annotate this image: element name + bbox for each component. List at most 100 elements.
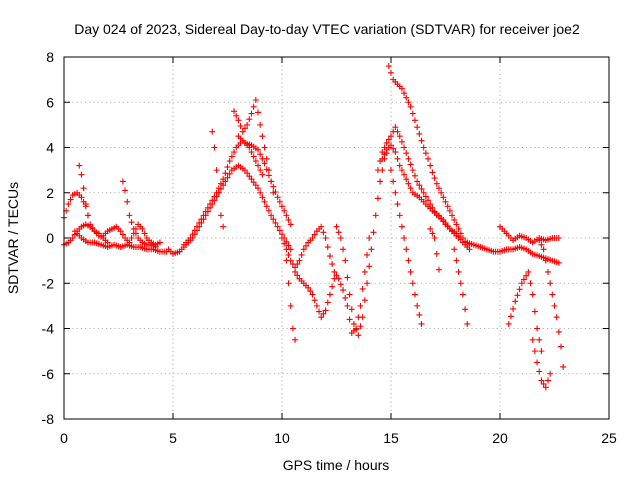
data-point	[431, 235, 438, 241]
data-point	[80, 185, 87, 192]
data-point	[272, 188, 279, 195]
data-point	[455, 225, 462, 232]
data-point	[435, 266, 442, 273]
data-point	[128, 235, 135, 241]
data-point	[344, 274, 351, 281]
data-point	[268, 178, 275, 185]
data-point	[446, 207, 453, 214]
data-point	[344, 302, 351, 309]
x-tick-label: 5	[169, 430, 177, 446]
data-point	[257, 121, 264, 128]
data-point	[520, 276, 527, 283]
data-point	[542, 257, 549, 264]
data-point	[357, 302, 364, 309]
data-point	[353, 326, 360, 333]
data-point	[398, 85, 405, 92]
data-point	[207, 201, 214, 208]
data-point	[322, 235, 329, 241]
data-point	[396, 162, 403, 169]
data-point	[435, 185, 442, 192]
series-arc-21	[451, 246, 471, 327]
data-point	[459, 291, 466, 298]
data-point	[429, 169, 436, 176]
data-point	[285, 242, 292, 249]
data-point	[396, 212, 403, 219]
data-point	[261, 160, 268, 167]
data-point	[372, 212, 379, 219]
data-point	[553, 314, 560, 321]
data-point	[233, 112, 240, 119]
data-point	[311, 231, 318, 238]
data-point	[213, 167, 220, 174]
data-point	[438, 189, 445, 196]
data-point	[217, 212, 224, 219]
data-point	[333, 223, 340, 230]
data-point	[361, 297, 368, 304]
data-point	[220, 223, 227, 230]
data-point	[270, 216, 277, 223]
data-point	[285, 216, 292, 223]
series-arc-15	[333, 144, 392, 339]
data-point	[322, 307, 329, 314]
data-point	[364, 280, 371, 287]
data-point	[279, 203, 285, 210]
data-point	[394, 155, 401, 162]
data-point	[270, 183, 277, 190]
data-point	[226, 170, 233, 177]
data-point	[420, 189, 427, 196]
data-point	[257, 151, 264, 158]
data-point	[388, 142, 394, 149]
data-point	[331, 275, 338, 282]
data-point	[414, 302, 421, 309]
data-point	[442, 198, 449, 205]
data-point	[82, 201, 89, 208]
data-point	[466, 246, 473, 253]
data-point	[544, 268, 551, 275]
data-point	[296, 257, 303, 264]
data-point	[425, 155, 432, 162]
data-point	[287, 302, 294, 309]
data-point	[381, 151, 388, 158]
data-point	[431, 175, 438, 182]
data-point	[292, 336, 299, 343]
data-point	[401, 90, 408, 97]
x-tick-label: 25	[601, 430, 617, 446]
series-arc-19	[388, 167, 425, 327]
data-point	[409, 110, 416, 117]
data-point	[324, 299, 331, 306]
data-point	[331, 268, 338, 275]
data-point	[379, 155, 386, 162]
data-point	[346, 316, 353, 323]
data-point	[414, 178, 421, 185]
y-tick-label: 4	[46, 140, 54, 156]
data-point	[250, 103, 257, 110]
data-point	[398, 138, 405, 145]
data-point	[156, 239, 163, 246]
data-point	[394, 128, 401, 135]
data-point	[248, 149, 255, 156]
data-point	[453, 221, 460, 228]
data-point	[516, 286, 523, 293]
data-point	[440, 194, 447, 201]
data-point	[440, 218, 447, 225]
data-point	[224, 174, 231, 181]
data-point	[558, 343, 565, 350]
y-tick-label: 8	[46, 49, 54, 65]
data-point	[398, 167, 405, 174]
y-axis-label: SDTVAR / TECUs	[5, 182, 21, 294]
data-point	[411, 172, 418, 179]
data-point	[209, 128, 216, 135]
data-point	[294, 261, 301, 268]
data-point	[119, 178, 126, 185]
data-point	[405, 99, 412, 106]
data-point	[329, 283, 336, 290]
data-point	[409, 280, 416, 287]
data-point	[359, 285, 366, 292]
data-point	[383, 139, 390, 146]
data-point	[324, 244, 331, 251]
data-point	[540, 246, 547, 253]
data-point	[427, 225, 434, 232]
data-point	[193, 223, 200, 230]
data-point	[204, 204, 211, 211]
